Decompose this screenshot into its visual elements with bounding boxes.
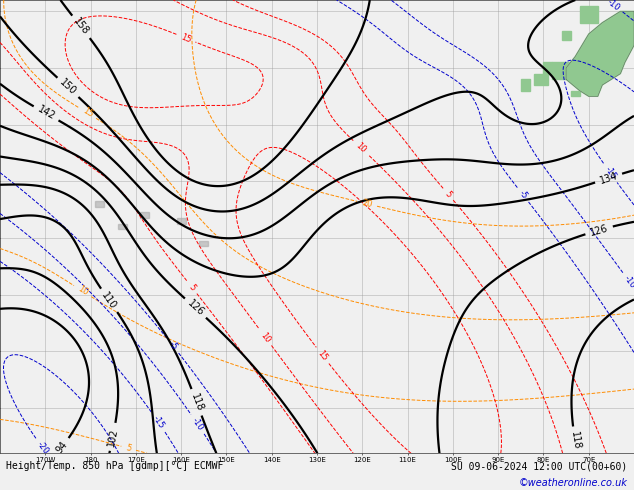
Polygon shape	[616, 43, 625, 51]
Text: 20: 20	[361, 198, 373, 209]
Text: Height/Temp. 850 hPa [gdmp][°C] ECMWF: Height/Temp. 850 hPa [gdmp][°C] ECMWF	[6, 461, 224, 471]
Polygon shape	[177, 218, 186, 224]
Polygon shape	[562, 31, 571, 40]
Text: 5: 5	[443, 189, 453, 199]
Text: -10: -10	[622, 274, 634, 290]
Text: -20: -20	[36, 440, 51, 456]
Polygon shape	[534, 74, 548, 85]
Text: 5: 5	[125, 443, 133, 453]
Polygon shape	[140, 213, 150, 218]
Text: 134: 134	[598, 171, 619, 186]
Polygon shape	[611, 28, 618, 34]
Text: 10: 10	[354, 141, 368, 154]
Text: -15: -15	[603, 165, 618, 181]
Polygon shape	[552, 62, 571, 79]
Text: 15: 15	[316, 348, 329, 363]
Text: -10: -10	[190, 416, 205, 432]
Text: 118: 118	[189, 392, 205, 413]
Text: 142: 142	[36, 104, 56, 122]
Text: 126: 126	[185, 298, 205, 318]
Text: 118: 118	[569, 431, 581, 450]
Text: 15: 15	[81, 106, 94, 120]
Text: 15: 15	[179, 32, 193, 44]
Text: -10: -10	[605, 0, 621, 12]
Text: 10: 10	[259, 330, 272, 344]
Polygon shape	[95, 201, 104, 207]
Text: 158: 158	[72, 17, 91, 37]
Text: 150: 150	[58, 77, 78, 98]
Polygon shape	[579, 6, 598, 23]
Polygon shape	[598, 45, 611, 57]
Polygon shape	[621, 35, 625, 40]
Polygon shape	[199, 241, 209, 246]
Polygon shape	[118, 224, 127, 229]
Polygon shape	[543, 62, 552, 74]
Text: 102: 102	[106, 427, 119, 447]
Text: 110: 110	[100, 290, 119, 311]
Text: -5: -5	[167, 340, 179, 352]
Polygon shape	[566, 11, 634, 97]
Text: 5: 5	[187, 283, 197, 293]
Polygon shape	[571, 91, 579, 97]
Text: ©weatheronline.co.uk: ©weatheronline.co.uk	[519, 478, 628, 488]
Text: -5: -5	[517, 189, 529, 201]
Text: 94: 94	[55, 439, 70, 455]
Polygon shape	[521, 79, 530, 91]
Text: 126: 126	[589, 223, 609, 238]
Text: 10: 10	[76, 285, 89, 298]
Text: SU 09-06-2024 12:00 UTC(00+60): SU 09-06-2024 12:00 UTC(00+60)	[451, 461, 628, 471]
Text: -15: -15	[151, 414, 166, 430]
